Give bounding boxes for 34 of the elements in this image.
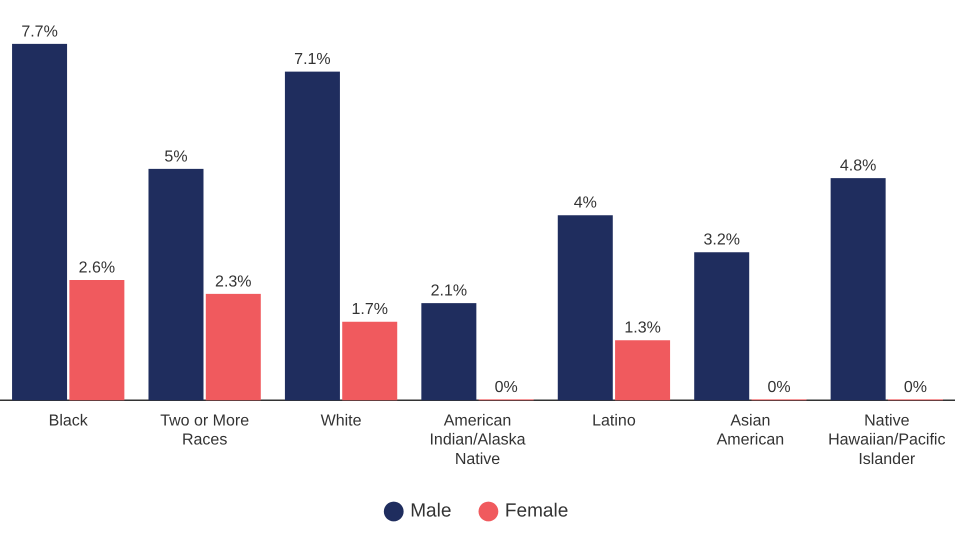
data-label: 7.7% [21, 23, 58, 40]
bar [558, 215, 613, 400]
bar [148, 168, 204, 400]
bar [12, 44, 68, 400]
data-label: 3.2% [703, 232, 740, 249]
x-tick-label: Asian American [716, 412, 784, 449]
data-label: 7.1% [294, 51, 331, 68]
bar [694, 252, 750, 400]
x-tick-label: Latino [592, 412, 636, 430]
data-label: 0% [494, 378, 518, 396]
data-label: 1.7% [351, 301, 388, 318]
legend-label: Female [504, 500, 568, 522]
x-tick-label: Black [48, 412, 89, 430]
data-label: 0% [904, 378, 927, 396]
bar [421, 303, 476, 400]
x-tick-label: American Indian/Alaska Native [429, 412, 526, 468]
bar [342, 322, 398, 400]
data-label: 2.1% [430, 282, 468, 300]
bar [206, 294, 261, 400]
bar [615, 340, 670, 400]
data-label: 4.8% [840, 158, 876, 175]
bar [830, 178, 886, 400]
data-label: 0% [767, 378, 791, 396]
x-tick-label: White [320, 412, 362, 430]
bar [69, 280, 124, 400]
bar [284, 72, 340, 400]
data-label: 1.3% [624, 320, 661, 337]
legend-label: Male [410, 500, 452, 522]
x-tick-label: Native Hawaiian/Pacific Islander [828, 412, 946, 468]
data-label: 2.3% [215, 273, 252, 290]
data-label: 2.6% [78, 259, 116, 276]
data-label: 5% [164, 148, 188, 166]
data-label: 4% [574, 194, 597, 212]
x-tick-label: Two or More Races [160, 412, 250, 449]
